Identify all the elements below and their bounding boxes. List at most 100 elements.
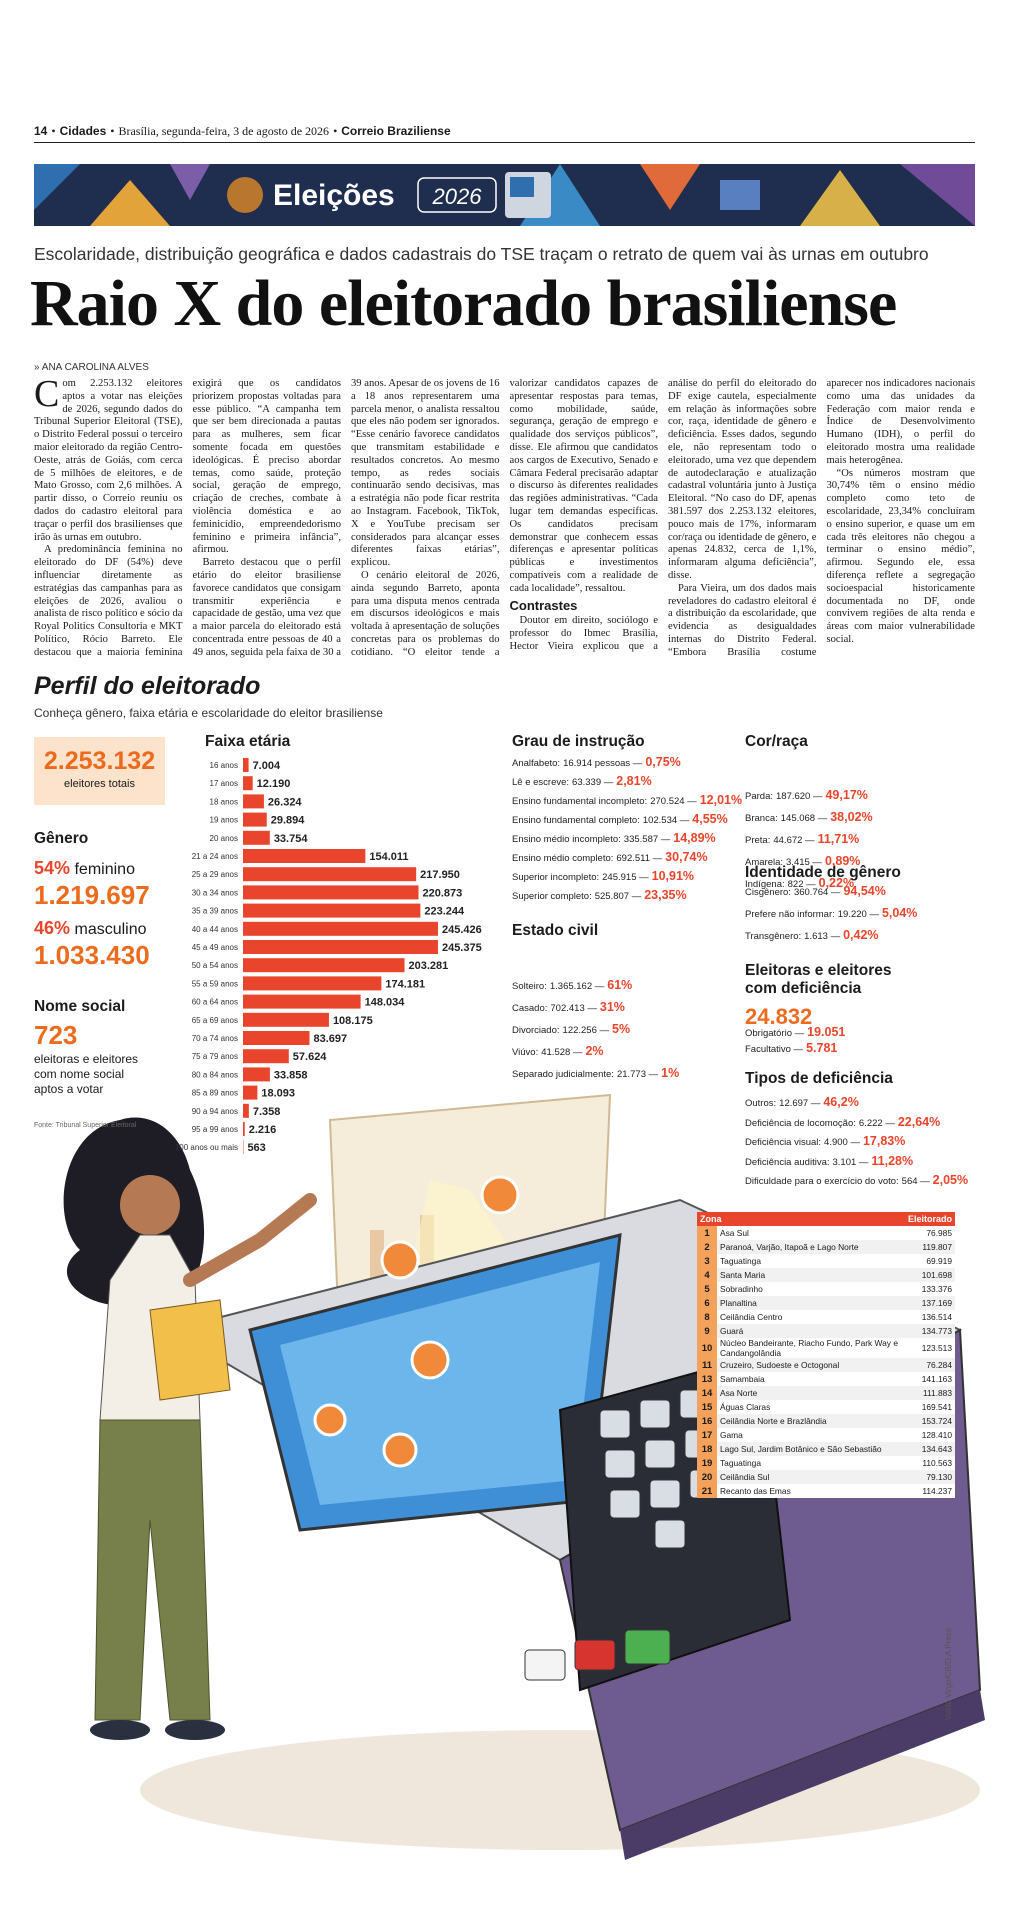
table-row: 10 Núcleo Bandeirante, Riacho Fundo, Park… <box>697 1338 955 1358</box>
social-name-title: Nome social <box>34 998 126 1015</box>
age-bar <box>243 830 270 845</box>
item-label: Solteiro: <box>512 981 547 992</box>
item-value: 1.365.162 — <box>549 981 605 992</box>
list-row: Outros: 12.697 —46,2% <box>745 1095 859 1109</box>
gender-label: masculino <box>74 921 147 938</box>
item-label: Deficiência auditiva: <box>745 1156 830 1168</box>
table-row: 13 Samambaia 141.163 <box>697 1372 955 1386</box>
article-section: Contrastes Doutor em direito, sociólogo e… <box>510 378 976 660</box>
article-body: Com 2.253.132 eleitores aptos a votar na… <box>34 378 975 660</box>
item-value: 692.511 — <box>616 853 663 864</box>
item-label: Outros: <box>745 1098 777 1109</box>
item-label: Preta: <box>745 835 771 846</box>
zone-voters: 133.376 <box>921 1284 952 1294</box>
age-value: 174.181 <box>385 978 425 990</box>
table-row: 18 Lago Sul, Jardim Botânico e São Sebast… <box>697 1442 955 1456</box>
education-title: Grau de instrução <box>512 733 645 750</box>
zone-name: Lago Sul, Jardim Botânico e São Sebastiã… <box>717 1442 905 1456</box>
age-bar <box>243 812 267 827</box>
age-label: 16 anos <box>210 761 238 770</box>
age-value: 7.004 <box>253 760 281 772</box>
age-bar <box>243 1012 329 1027</box>
item-label: Superior completo: <box>512 891 592 902</box>
age-bar <box>243 1122 245 1136</box>
zone-name: Núcleo Bandeirante, Riacho Fundo, Park W… <box>720 1338 898 1358</box>
infographic-title: Perfil do eleitorado <box>34 672 261 700</box>
table-row: 9 Guará 134.773 <box>697 1324 955 1338</box>
list-row: Indígena: 822 —0,22% <box>745 876 854 890</box>
zone-voters: 79.130 <box>904 1470 955 1484</box>
item-label: Superior incompleto: <box>512 872 600 883</box>
page-header: 14 • Cidades • Brasília, segunda-feira, 3 de… <box>34 124 451 139</box>
zone-name: Recanto das Emas <box>720 1486 791 1496</box>
page-number: 14 <box>34 124 48 138</box>
age-bar <box>243 903 421 918</box>
item-share: 22,64% <box>897 1114 941 1129</box>
item-share: 0,42% <box>843 928 879 942</box>
zone-number: 9 <box>697 1324 717 1338</box>
item-value: 44.672 — <box>773 835 815 846</box>
age-bar <box>243 994 361 1009</box>
age-label: 19 anos <box>210 816 238 825</box>
item-label: Deficiência de locomoção: <box>745 1117 856 1129</box>
age-value: 7.358 <box>253 1106 281 1118</box>
age-bar <box>243 1103 249 1118</box>
age-bar <box>243 1085 258 1100</box>
list-row: Facultativo —5.781 <box>745 1041 837 1055</box>
zone-voters: 111.883 <box>904 1386 955 1400</box>
age-bar <box>243 776 253 791</box>
item-share: 5.781 <box>806 1041 838 1055</box>
list-row: Ensino médio completo: 692.511 —30,74% <box>512 850 708 864</box>
age-label: 45 a 49 anos <box>192 943 238 952</box>
separator: • <box>51 124 56 138</box>
item-value: 3.415 — <box>786 857 822 868</box>
item-share: 31% <box>599 1000 625 1014</box>
separator: • <box>333 124 338 138</box>
item-value: 63.339 — <box>572 777 614 788</box>
item-label: Analfabeto: <box>512 758 561 769</box>
zone-number: 13 <box>697 1372 717 1386</box>
item-label: Viúvo: <box>512 1047 539 1058</box>
table-row: 14 Asa Norte 111.883 <box>697 1386 955 1400</box>
gender-share: 54% <box>34 858 71 878</box>
item-label: Ensino fundamental incompleto: <box>512 796 648 807</box>
age-label: 75 a 79 anos <box>192 1052 238 1061</box>
list-row: Prefere não informar: 19.220 —5,04% <box>745 906 917 920</box>
item-label: Prefere não informar: <box>745 909 835 920</box>
age-value: 12.190 <box>257 778 291 790</box>
zone-voters: 136.514 <box>921 1312 952 1322</box>
zone-name: Samambaia <box>720 1374 765 1384</box>
table-row: 2 Paranoá, Varjão, Itapoã e Lago Norte 119… <box>697 1240 955 1254</box>
age-value: 223.244 <box>424 906 465 918</box>
item-share: 1% <box>661 1066 680 1080</box>
item-value: 41.528 — <box>541 1047 583 1058</box>
zone-name: Planaltina <box>717 1296 905 1310</box>
zone-voters: 69.919 <box>926 1256 952 1266</box>
paragraph: O cenário eleitoral de 2026, ainda segun… <box>351 378 658 658</box>
section-name: Cidades <box>59 124 107 138</box>
paragraph: Doutor em direito, sociólogo e professor… <box>509 378 817 652</box>
item-label: Obrigatório — <box>745 1028 805 1039</box>
age-chart: 16 anos 7.004 17 anos 12.190 18 anos 26.324 19… <box>175 758 482 1155</box>
item-share: 12,01% <box>699 793 743 807</box>
table-row: 21 Recanto das Emas 114.237 <box>697 1484 955 1498</box>
zone-number: 14 <box>697 1386 717 1400</box>
zone-number: 18 <box>697 1442 717 1456</box>
item-value: 702.413 — <box>550 1003 597 1014</box>
item-value: 145.068 — <box>780 813 828 824</box>
age-bar <box>243 921 438 936</box>
age-label: 80 a 84 anos <box>192 1070 238 1079</box>
gender-value: 1.033.430 <box>34 940 150 970</box>
item-share: 2,81% <box>616 774 652 788</box>
age-value: 220.873 <box>422 887 462 899</box>
item-label: Facultativo — <box>745 1044 804 1055</box>
zone-voters: 110.563 <box>922 1458 952 1468</box>
item-share: 2% <box>585 1044 604 1058</box>
headline: Raio X do eleitorado brasiliense <box>30 267 897 340</box>
zone-voters: 76.284 <box>904 1358 955 1372</box>
age-bar <box>243 958 405 973</box>
banner-label: Eleições <box>273 179 395 212</box>
headline-kicker: Escolaridade, distribuição geográfica e … <box>34 244 929 264</box>
item-label: Dificuldade para o exercício do voto: <box>745 1176 899 1187</box>
item-value: 1.613 — <box>804 931 841 942</box>
